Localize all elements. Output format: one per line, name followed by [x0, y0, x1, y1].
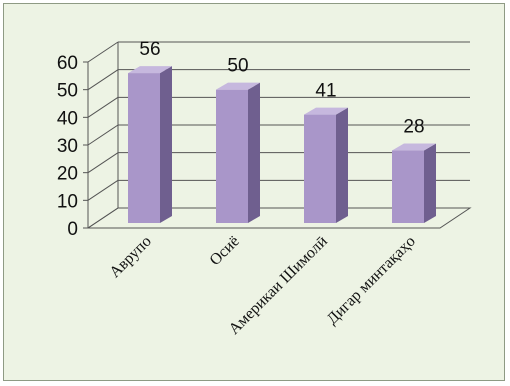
bar	[304, 114, 336, 223]
bar-top	[128, 66, 172, 74]
bar-side	[160, 66, 172, 223]
x-tick-label: Америкаи Шимолӣ	[226, 232, 331, 337]
gridline-side	[87, 96, 119, 118]
bar-top	[304, 107, 348, 115]
bar-top	[392, 143, 436, 151]
y-tick-label: 40	[57, 108, 78, 129]
y-tick-label: 50	[57, 81, 78, 102]
data-label: 50	[227, 56, 248, 77]
gridline-side	[87, 207, 119, 229]
x-tick-label: Дигар минтақаҳо	[324, 233, 419, 328]
y-tick-label: 60	[57, 53, 78, 74]
y-tick-label: 10	[57, 191, 78, 212]
bar-top	[216, 82, 260, 90]
gridline-side	[87, 69, 119, 91]
gridline-side	[87, 41, 119, 63]
x-tick-label: Осиё	[207, 233, 243, 269]
gridline-side	[87, 152, 119, 174]
data-label: 41	[315, 81, 336, 102]
y-tick-label: 30	[57, 136, 78, 157]
bar	[392, 150, 424, 223]
y-tick-label: 20	[57, 164, 78, 185]
bar-side	[248, 82, 260, 224]
gridline-side	[87, 179, 119, 201]
bar-side	[336, 107, 348, 223]
data-label: 56	[139, 39, 160, 60]
gridline-side	[87, 124, 119, 146]
bar	[216, 89, 248, 224]
data-label: 28	[403, 117, 424, 138]
bar-side	[424, 143, 436, 223]
bar	[128, 73, 160, 223]
x-tick-label: Аврупо	[106, 233, 154, 281]
y-tick-label: 0	[67, 219, 78, 240]
